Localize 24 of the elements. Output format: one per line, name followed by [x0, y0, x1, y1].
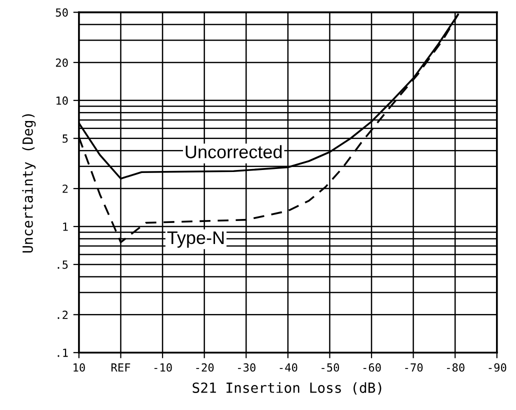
- y-tick-label: 1: [63, 222, 68, 231]
- x-tick-label: REF: [111, 363, 130, 372]
- x-tick-label: -20: [196, 363, 214, 372]
- x-tick-label: -60: [363, 363, 381, 372]
- series-label: Uncorrected: [186, 145, 282, 158]
- y-tick-label: .1: [58, 348, 68, 357]
- x-tick-label: -10: [154, 363, 172, 372]
- y-tick-label: 5: [62, 134, 68, 143]
- x-tick-label: -90: [488, 363, 506, 372]
- x-tick-label: -50: [322, 363, 340, 372]
- series-label: Type-N: [167, 232, 224, 248]
- x-axis-title: S21 Insertion Loss (dB): [192, 382, 382, 395]
- y-tick-label: 2: [62, 184, 68, 193]
- y-tick-label: .5: [58, 260, 68, 269]
- x-tick-label: -30: [238, 363, 256, 372]
- y-tick-label: 20: [56, 58, 68, 67]
- x-tick-label: -70: [405, 363, 423, 372]
- x-tick-label: -40: [280, 363, 298, 372]
- y-tick-label: 50: [56, 8, 68, 17]
- x-tick-label: 10: [74, 363, 85, 372]
- y-axis-title: Uncertainty (Deg): [22, 114, 36, 253]
- y-tick-label: .2: [58, 310, 68, 319]
- x-tick-label: -80: [447, 363, 464, 372]
- y-tick-label: 10: [56, 96, 68, 105]
